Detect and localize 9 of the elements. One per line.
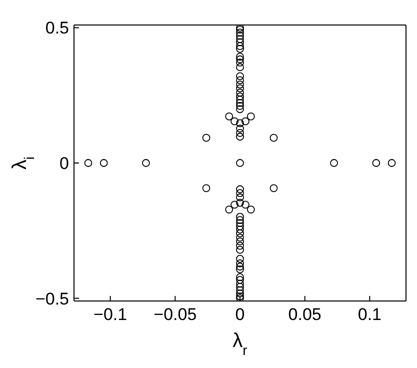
x-tick-label: −0.05 xyxy=(154,305,197,324)
x-tick-label: 0 xyxy=(235,305,245,324)
y-tick-label: 0 xyxy=(60,154,69,174)
x-tick-label: 0.05 xyxy=(288,305,322,324)
x-tick-label: 0.1 xyxy=(358,305,382,324)
x-tick-label: −0.1 xyxy=(94,305,128,324)
y-tick-label: 0.5 xyxy=(45,18,69,38)
x-axis-title: λ$_{r}$ xyxy=(232,330,248,358)
y-tick-label: −0.5 xyxy=(35,289,69,308)
